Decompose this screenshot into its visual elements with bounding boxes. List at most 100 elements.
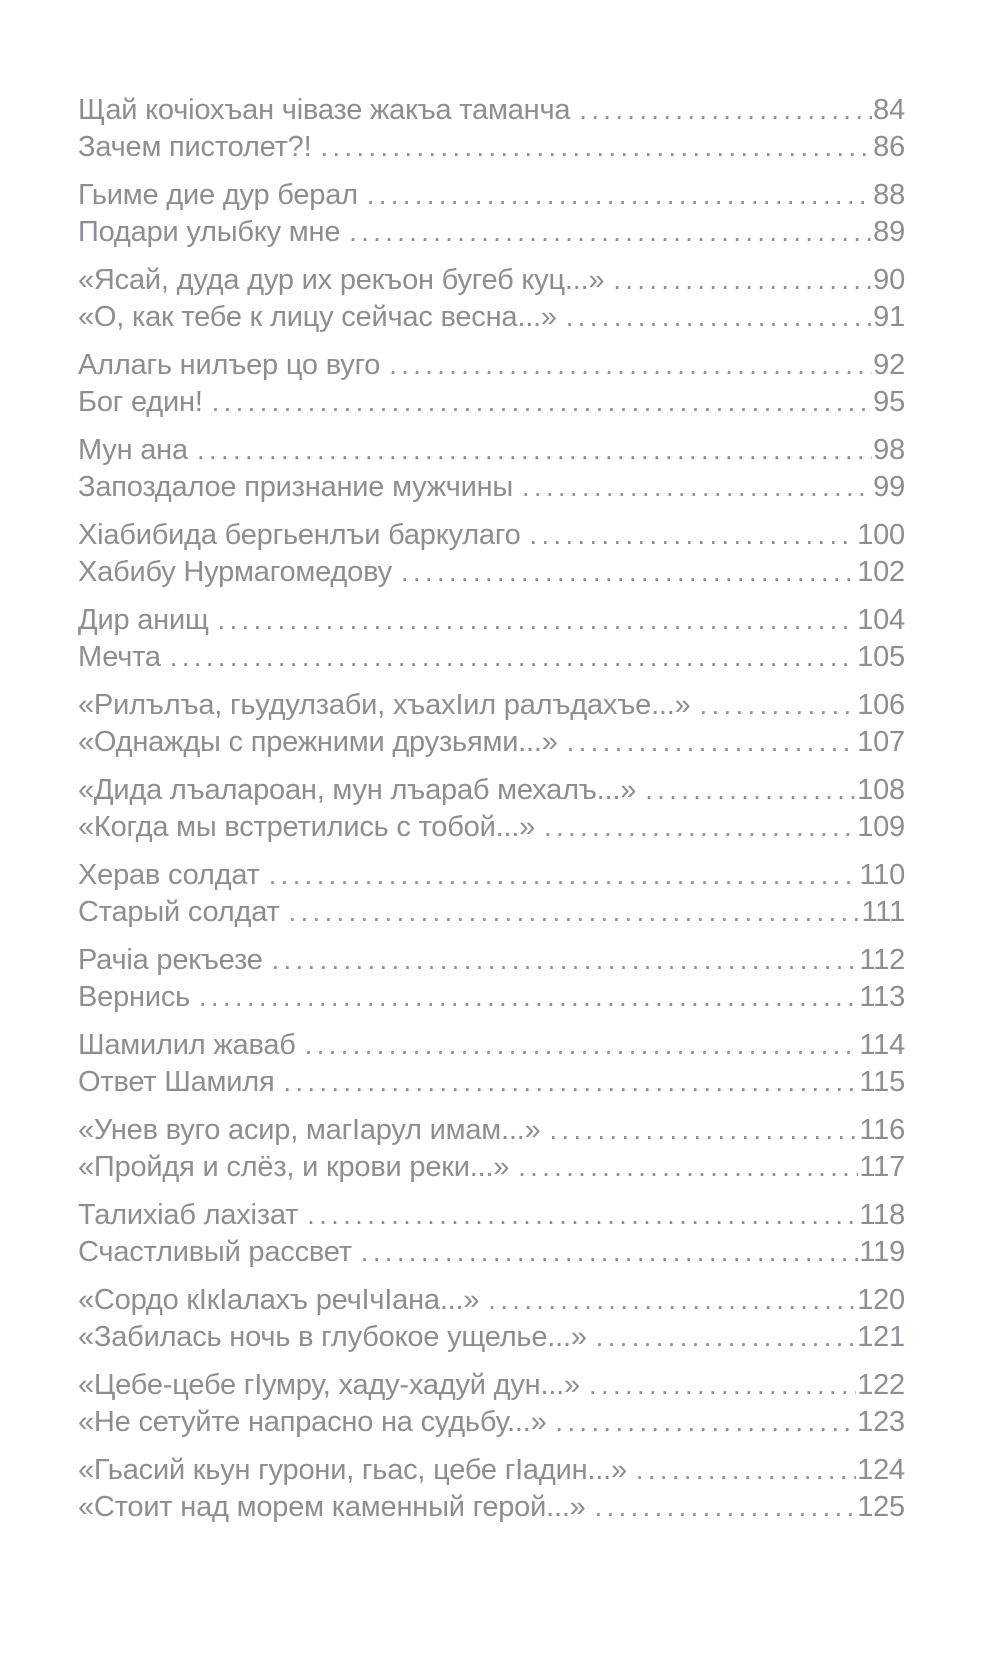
toc-entry-page: 111 <box>861 896 906 928</box>
toc-entry-page: 112 <box>859 944 905 976</box>
toc-entry-title: Дир анищ <box>78 604 209 636</box>
dot-leader: ........................................… <box>400 557 857 587</box>
toc-entry-title: Вернись <box>78 981 191 1013</box>
toc-entry: Хіабибида бергьенлъи баркулаго .........… <box>78 517 905 554</box>
dot-leader: ........................................… <box>549 1115 859 1145</box>
toc-entry-title: Аллагь нилъер цо вуго <box>78 349 381 381</box>
dot-leader: ........................................… <box>199 982 859 1012</box>
toc-entry-page: 120 <box>857 1284 905 1316</box>
toc-entry: «Стоит над морем каменный герой...» ....… <box>78 1489 905 1526</box>
toc-entry-page: 100 <box>857 519 905 551</box>
toc-entry-title: Шамилил жаваб <box>78 1029 296 1061</box>
toc-entry-page: 86 <box>873 131 905 163</box>
toc-pair: Щай кочіохъан чівазе жакъа таманча .....… <box>78 92 905 166</box>
toc-entry-title: «Ясай, дуда дур их рекъон бугеб куц...» <box>78 264 605 296</box>
toc-entry-page: 104 <box>857 604 905 636</box>
toc-entry: «Не сетуйте напрасно на судьбу...» .....… <box>78 1404 905 1441</box>
dot-leader: ........................................… <box>360 1237 859 1267</box>
toc-entry-page: 92 <box>873 349 905 381</box>
toc-entry-title: Гьиме дие дур берал <box>78 179 358 211</box>
toc-entry: «Рилълъа, гьудулзаби, хъахІил ралъдахъе.… <box>78 687 905 724</box>
toc-entry-page: 109 <box>857 811 905 843</box>
toc-entry: Шамилил жаваб ..........................… <box>78 1027 905 1064</box>
toc-pair: Хіабибида бергьенлъи баркулаго .........… <box>78 517 905 591</box>
toc-entry: «О, как тебе к лицу сейчас весна...» ...… <box>78 299 905 336</box>
toc-pair: «Унев вуго асир, магІарул имам...» .....… <box>78 1112 905 1186</box>
toc-entry: Бог един! ..............................… <box>78 384 905 421</box>
toc-pair: Аллагь нилъер цо вуго ..................… <box>78 347 905 421</box>
toc-entry: Гьиме дие дур берал ....................… <box>78 177 905 214</box>
dot-leader: ........................................… <box>320 132 873 162</box>
dot-leader: ........................................… <box>268 860 859 890</box>
toc-entry-title: Зачем пистолет?! <box>78 131 312 163</box>
dot-leader: ........................................… <box>522 472 872 502</box>
toc-entry-page: 118 <box>859 1199 905 1231</box>
toc-entry-title: «Не сетуйте напрасно на судьбу...» <box>78 1406 547 1438</box>
toc-entry-title: Ответ Шамиля <box>78 1066 275 1098</box>
toc-entry-title: Щай кочіохъан чівазе жакъа таманча <box>78 94 571 126</box>
toc-entry: «Цебе-цебе гІумру, хаду-хадуй дун...» ..… <box>78 1367 905 1404</box>
toc-entry-page: 102 <box>857 556 905 588</box>
toc-entry-title: «Гьасий кьун гурони, гьас, цебе гІадин..… <box>78 1454 627 1486</box>
toc-entry: Счастливый рассвет .....................… <box>78 1234 905 1271</box>
toc-pair: Шамилил жаваб ..........................… <box>78 1027 905 1101</box>
toc-entry-title: «Цебе-цебе гІумру, хаду-хадуй дун...» <box>78 1369 580 1401</box>
dot-leader: ........................................… <box>566 727 856 757</box>
dot-leader: ........................................… <box>211 387 873 417</box>
dot-leader: ........................................… <box>349 217 873 247</box>
toc-entry: «Унев вуго асир, магІарул имам...» .....… <box>78 1112 905 1149</box>
dot-leader: ........................................… <box>699 690 857 720</box>
toc-entry-title: «Стоит над морем каменный герой...» <box>78 1491 586 1523</box>
dot-leader: ........................................… <box>518 1152 858 1182</box>
toc-entry-title: «О, как тебе к лицу сейчас весна...» <box>78 301 557 333</box>
toc-entry-title: Мечта <box>78 641 161 673</box>
toc-pair: «Дида лъалароан, мун лъараб мехалъ...» .… <box>78 772 905 846</box>
toc-entry-page: 108 <box>857 774 905 806</box>
toc-entry-page: 114 <box>859 1029 905 1061</box>
toc-entry: Хабибу Нурмагомедову ...................… <box>78 554 905 591</box>
toc-entry-title: Талихіаб лахізат <box>78 1199 299 1231</box>
toc-entry-page: 117 <box>859 1151 905 1183</box>
toc-entry: Зачем пистолет?! .......................… <box>78 129 905 166</box>
toc-entry: Подари улыбку мне ......................… <box>78 214 905 251</box>
toc-entry: «Пройдя и слёз, и крови реки...» .......… <box>78 1149 905 1186</box>
dot-leader: ........................................… <box>544 812 857 842</box>
toc-pair: «Сордо кІкІалахъ речІчІана...» .........… <box>78 1282 905 1356</box>
toc-entry: Щай кочіохъан чівазе жакъа таманча .....… <box>78 92 905 129</box>
dot-leader: ........................................… <box>271 945 859 975</box>
dot-leader: ........................................… <box>389 350 872 380</box>
toc-entry-title: Запоздалое признание мужчины <box>78 471 514 503</box>
toc-entry-page: 124 <box>857 1454 905 1486</box>
dot-leader: ........................................… <box>555 1407 857 1437</box>
dot-leader: ........................................… <box>579 95 872 125</box>
dot-leader: ........................................… <box>588 1370 856 1400</box>
toc-pair: «Гьасий кьун гурони, гьас, цебе гІадин..… <box>78 1452 905 1526</box>
toc-entry-title: Хабибу Нурмагомедову <box>78 556 392 588</box>
toc-entry: «Когда мы встретились с тобой...» ......… <box>78 809 905 846</box>
toc-entry: «Дида лъалароан, мун лъараб мехалъ...» .… <box>78 772 905 809</box>
toc-pair: «Цебе-цебе гІумру, хаду-хадуй дун...» ..… <box>78 1367 905 1441</box>
toc-entry-page: 115 <box>859 1066 905 1098</box>
toc-pair: Мун ана ................................… <box>78 432 905 506</box>
dot-leader: ........................................… <box>488 1285 856 1315</box>
toc-entry: Рачіа рекъезе ..........................… <box>78 942 905 979</box>
toc-pair: Рачіа рекъезе ..........................… <box>78 942 905 1016</box>
toc-pair: «Рилълъа, гьудулзаби, хъахІил ралъдахъе.… <box>78 687 905 761</box>
toc-entry-title: Бог един! <box>78 386 203 418</box>
toc-entry: Старый солдат ..........................… <box>78 894 905 931</box>
toc-entry-page: 119 <box>859 1236 905 1268</box>
toc-entry: Талихіаб лахізат .......................… <box>78 1197 905 1234</box>
dot-leader: ........................................… <box>645 775 856 805</box>
toc-entry-title: «Пройдя и слёз, и крови реки...» <box>78 1151 510 1183</box>
toc-list: Щай кочіохъан чівазе жакъа таманча .....… <box>78 92 905 1526</box>
toc-entry-title: Херав солдат <box>78 859 260 891</box>
toc-entry-title: «Забилась ночь в глубокое ущелье...» <box>78 1321 587 1353</box>
toc-pair: Гьиме дие дур берал ....................… <box>78 177 905 251</box>
dot-leader: ........................................… <box>217 605 857 635</box>
toc-pair: Талихіаб лахізат .......................… <box>78 1197 905 1271</box>
dot-leader: ........................................… <box>613 265 873 295</box>
dot-leader: ........................................… <box>288 897 861 927</box>
toc-entry-title: Рачіа рекъезе <box>78 944 263 976</box>
toc-pair: Дир анищ ...............................… <box>78 602 905 676</box>
